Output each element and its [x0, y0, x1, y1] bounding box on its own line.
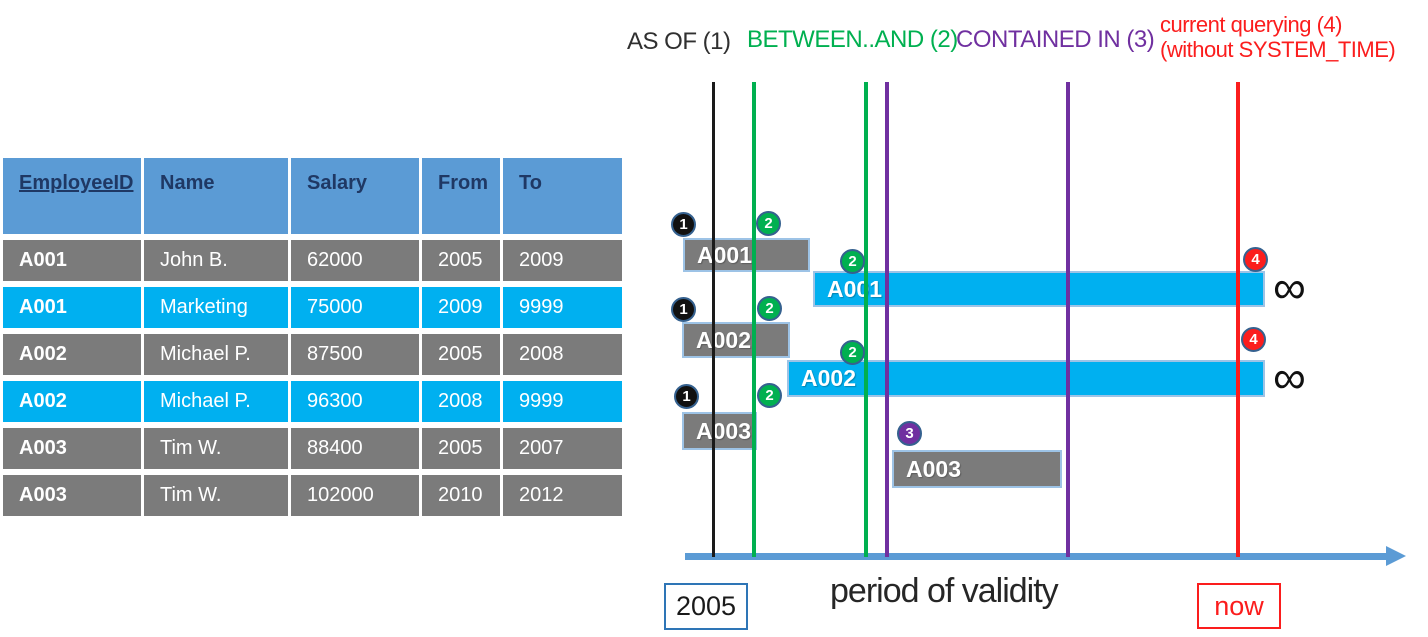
- cell-salary: 87500: [291, 334, 419, 375]
- query-badge-2: 2: [757, 296, 782, 321]
- cell-to-year: 2008: [503, 334, 622, 375]
- query-badge-1: 1: [674, 384, 699, 409]
- cell-name: Marketing: [144, 287, 288, 328]
- query-line-between-and-2-start: [752, 82, 756, 557]
- validity-bar-a001: A001: [683, 238, 810, 272]
- cell-salary: 96300: [291, 381, 419, 422]
- axis-start-year-box: 2005: [664, 583, 748, 630]
- legend-label: CONTAINED IN (3): [956, 26, 1155, 53]
- cell-from-year: 2005: [422, 428, 500, 469]
- cell-employee-id: A002: [3, 334, 141, 375]
- cell-name: Michael P.: [144, 334, 288, 375]
- column-header-to: To: [503, 158, 622, 234]
- timeline-axis-arrowhead-icon: [1386, 546, 1406, 566]
- validity-bar-a002: A002: [787, 360, 1265, 397]
- bar-label: A002: [696, 326, 751, 353]
- axis-now-label: now: [1214, 590, 1264, 621]
- table-header-row: EmployeeID Name Salary From To: [3, 158, 622, 234]
- column-header-label: From: [438, 172, 488, 194]
- bar-label: A003: [696, 417, 751, 444]
- cell-salary: 102000: [291, 475, 419, 516]
- cell-salary: 62000: [291, 240, 419, 281]
- legend-item-between-and: BETWEEN..AND (2): [747, 26, 958, 54]
- legend-item-current-querying: current querying (4) (without SYSTEM_TIME…: [1160, 12, 1396, 62]
- bar-label: A001: [827, 275, 882, 302]
- column-header-label: Name: [160, 172, 215, 194]
- axis-start-year: 2005: [675, 591, 737, 621]
- table-row: A001 Marketing 75000 2009 9999: [3, 287, 622, 328]
- column-header-label: EmployeeID: [19, 172, 134, 194]
- infinity-icon: ∞: [1273, 350, 1306, 403]
- timeline-axis: [685, 553, 1389, 560]
- query-badge-2: 2: [756, 211, 781, 236]
- cell-from-year: 2010: [422, 475, 500, 516]
- query-badge-2: 2: [757, 383, 782, 408]
- cell-to-year: 9999: [503, 381, 622, 422]
- table-row: A003 Tim W. 88400 2005 2007: [3, 428, 622, 469]
- cell-employee-id: A003: [3, 428, 141, 469]
- cell-to-year: 2012: [503, 475, 622, 516]
- column-header-label: Salary: [307, 172, 368, 194]
- legend-label: BETWEEN..AND (2): [747, 26, 958, 53]
- query-badge-3: 3: [897, 421, 922, 446]
- cell-name: Michael P.: [144, 381, 288, 422]
- cell-to-year: 2007: [503, 428, 622, 469]
- column-header-from: From: [422, 158, 500, 234]
- validity-bar-a003: A003: [682, 412, 757, 450]
- cell-employee-id: A002: [3, 381, 141, 422]
- infinity-icon: ∞: [1273, 261, 1306, 313]
- legend-label-line2: (without SYSTEM_TIME): [1160, 37, 1396, 62]
- cell-employee-id: A001: [3, 240, 141, 281]
- legend-label: AS OF (1): [627, 28, 731, 55]
- axis-title: period of validity: [830, 572, 1059, 610]
- query-badge-2: 2: [840, 340, 865, 365]
- validity-bar-a003: A003: [892, 450, 1062, 488]
- bar-label: A003: [906, 455, 961, 482]
- table-row: A002 Michael P. 87500 2005 2008: [3, 334, 622, 375]
- validity-bar-a002: A002: [682, 322, 790, 358]
- query-line-contained-in-3-start: [885, 82, 889, 557]
- cell-name: Tim W.: [144, 428, 288, 469]
- cell-from-year: 2005: [422, 334, 500, 375]
- cell-salary: 88400: [291, 428, 419, 469]
- employee-table: EmployeeID Name Salary From To A001 John B. 62…: [0, 152, 625, 522]
- column-header-label: To: [519, 172, 542, 194]
- legend-item-contained-in: CONTAINED IN (3): [956, 26, 1155, 54]
- cell-name: John B.: [144, 240, 288, 281]
- cell-to-year: 9999: [503, 287, 622, 328]
- cell-employee-id: A001: [3, 287, 141, 328]
- cell-employee-id: A003: [3, 475, 141, 516]
- bar-label: A001: [697, 241, 752, 268]
- column-header-salary: Salary: [291, 158, 419, 234]
- table-row: A001 John B. 62000 2005 2009: [3, 240, 622, 281]
- legend-label: current querying (4): [1160, 12, 1342, 37]
- legend-item-as-of: AS OF (1): [627, 28, 731, 56]
- column-header-name: Name: [144, 158, 288, 234]
- bar-label: A002: [801, 365, 856, 391]
- query-badge-2: 2: [840, 249, 865, 274]
- cell-name: Tim W.: [144, 475, 288, 516]
- query-line-as-of-1: [712, 82, 715, 557]
- axis-now-box: now: [1197, 583, 1281, 629]
- table-row: A002 Michael P. 96300 2008 9999: [3, 381, 622, 422]
- query-line-between-and-2-end: [864, 82, 868, 557]
- cell-salary: 75000: [291, 287, 419, 328]
- cell-from-year: 2009: [422, 287, 500, 328]
- cell-from-year: 2008: [422, 381, 500, 422]
- validity-bar-a001: A001: [813, 271, 1265, 307]
- query-badge-4: 4: [1241, 327, 1266, 352]
- query-line-contained-in-3-end: [1066, 82, 1070, 557]
- cell-from-year: 2005: [422, 240, 500, 281]
- query-line-current-4-now: [1236, 82, 1240, 557]
- query-badge-4: 4: [1243, 247, 1268, 272]
- column-header-employeeid: EmployeeID: [3, 158, 141, 234]
- cell-to-year: 2009: [503, 240, 622, 281]
- query-badge-1: 1: [671, 297, 696, 322]
- table-row: A003 Tim W. 102000 2010 2012: [3, 475, 622, 516]
- query-badge-1: 1: [671, 212, 696, 237]
